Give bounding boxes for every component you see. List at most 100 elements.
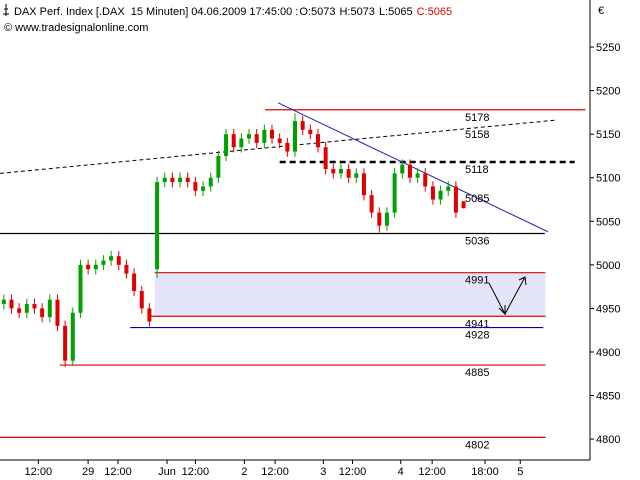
candle-body <box>323 147 328 170</box>
chart-header: DAX Perf. Index [.DAX 15 Minuten] 04.06.… <box>14 6 452 18</box>
candle-body <box>400 164 405 174</box>
x-tick-label: 12:00 <box>418 466 446 478</box>
candle-body <box>338 169 343 174</box>
level-label: 4885 <box>465 367 489 379</box>
candle-body <box>430 186 435 200</box>
candle-body <box>1 299 6 305</box>
candle-body <box>24 304 29 313</box>
candle-body <box>308 129 313 135</box>
candle-body <box>170 177 175 183</box>
candle-body <box>132 273 137 291</box>
candle-body <box>193 182 198 191</box>
chart-title: DAX Perf. Index [.DAX 15 Minuten] 04.06.… <box>14 6 298 18</box>
y-tick-label: 5050 <box>596 216 620 228</box>
candle-body <box>239 138 244 148</box>
candle-body <box>124 264 129 274</box>
y-tick-label: 4950 <box>596 303 620 315</box>
x-tick-label: 29 <box>82 466 94 478</box>
candle-body <box>453 186 458 213</box>
candle-body <box>446 186 451 191</box>
candle-body <box>369 195 374 213</box>
candle-body <box>185 177 190 183</box>
quote: O:5073 H:5073 L:5065 C:5065 <box>299 6 452 18</box>
candle-body <box>93 264 98 270</box>
x-tick-label: 5 <box>517 466 523 478</box>
trendline <box>277 102 549 233</box>
candle-body <box>178 177 183 183</box>
candle-body <box>293 121 297 152</box>
candle-body <box>423 173 428 187</box>
arrows <box>488 276 527 316</box>
trendline <box>0 119 555 174</box>
y-tick-label: 4850 <box>596 391 620 403</box>
candle-body <box>201 186 206 191</box>
arrow-head <box>498 305 506 316</box>
candle-body <box>55 299 60 326</box>
quote-value: H:5073 <box>339 6 374 18</box>
candle-body <box>101 260 106 265</box>
quote-value: C:5065 <box>417 6 452 18</box>
level-label: 4802 <box>465 439 489 451</box>
level-label: 4928 <box>465 330 489 342</box>
candle-body <box>17 308 22 313</box>
candle-body <box>331 169 336 174</box>
candle-body <box>392 173 397 213</box>
candle-body <box>407 164 412 178</box>
candle-body <box>277 138 282 143</box>
candle-body <box>415 173 420 178</box>
trendline-label: 5085 <box>465 193 489 205</box>
y-tick-label: 5000 <box>596 260 620 272</box>
candle-body <box>216 155 221 178</box>
level-label: 4991 <box>465 275 489 287</box>
candle-body <box>40 308 45 318</box>
candle-body <box>254 134 259 143</box>
candle-body <box>116 256 121 265</box>
level-label: 4941 <box>465 318 489 330</box>
candle-body <box>32 304 37 309</box>
candle-body <box>262 129 267 143</box>
candle-body <box>315 134 320 148</box>
candle-body <box>231 134 236 148</box>
candle-body <box>300 121 305 130</box>
x-tick-label: Jun <box>158 466 176 478</box>
y-tick-label: 4800 <box>596 434 620 446</box>
candle-body <box>354 173 359 178</box>
candle-body <box>86 264 91 270</box>
candle-body <box>109 256 114 261</box>
candle-body <box>208 177 213 187</box>
candle-body <box>361 173 366 196</box>
y-tick-label: 5100 <box>596 173 620 185</box>
candle-body <box>162 177 167 183</box>
candle-body <box>155 182 160 270</box>
x-tick-label: 12:00 <box>25 466 53 478</box>
candle-body <box>70 312 75 361</box>
candle-body <box>461 201 466 209</box>
x-tick-label: 12:00 <box>339 466 367 478</box>
candle-body <box>224 134 229 156</box>
candle-body <box>247 134 252 139</box>
y-tick-label: 4900 <box>596 347 620 359</box>
candle-body <box>270 129 275 139</box>
chart-subtitle: © www.tradesignalonline.com <box>4 22 148 34</box>
x-tick-label: 2 <box>241 466 247 478</box>
logo-icon <box>3 4 9 16</box>
candle-body <box>9 299 14 309</box>
candle-body <box>63 325 68 361</box>
x-tick-label: 3 <box>320 466 326 478</box>
candle-body <box>147 308 152 322</box>
y-tick-label: 5200 <box>596 86 620 98</box>
level-label: 5036 <box>465 235 489 247</box>
candle-body <box>438 190 443 200</box>
candle-body <box>139 290 144 309</box>
currency-label: € <box>598 5 604 17</box>
arrow-head <box>518 276 527 286</box>
quote-value: L:5065 <box>379 6 413 18</box>
x-tick-label: 4 <box>398 466 404 478</box>
y-tick-label: 5250 <box>596 42 620 54</box>
x-tick-label: 12:00 <box>182 466 210 478</box>
level-label: 5178 <box>465 112 489 124</box>
x-tick-label: 12:00 <box>261 466 289 478</box>
